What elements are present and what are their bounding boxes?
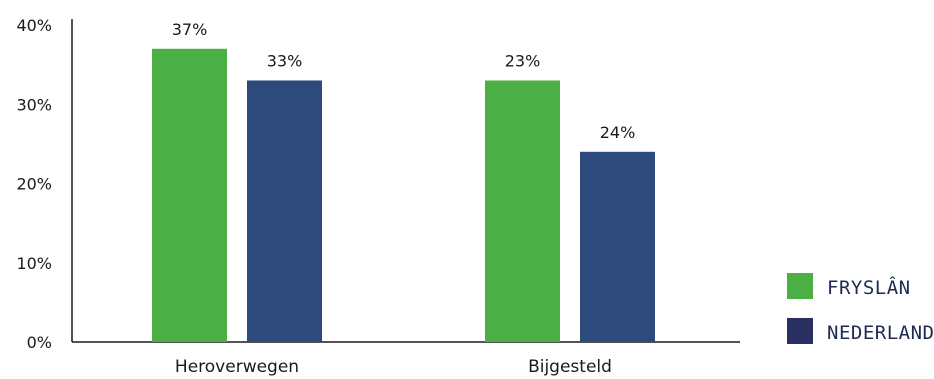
y-axis: 0% 10% 20% 30% 40% — [16, 16, 73, 352]
category-label: Bijgesteld — [528, 357, 612, 377]
data-label: 33% — [267, 51, 303, 70]
data-label: 23% — [505, 51, 541, 70]
legend-label: FRYSLÂN — [827, 276, 911, 299]
y-tick-label: 0% — [27, 333, 52, 352]
data-label: 37% — [172, 20, 208, 39]
bars: 37% 33% 23% 24% — [152, 20, 655, 343]
bar — [580, 151, 655, 342]
bar — [247, 80, 322, 342]
legend: FRYSLÂN NEDERLAND — [787, 273, 934, 344]
y-tick-label: 30% — [16, 95, 52, 114]
bar — [152, 48, 227, 343]
y-tick-label: 10% — [16, 254, 52, 273]
legend-label: NEDERLAND — [827, 322, 934, 344]
category-label: Heroverwegen — [175, 357, 299, 377]
y-tick-label: 20% — [16, 175, 52, 194]
y-tick-label: 40% — [16, 16, 52, 35]
legend-swatch — [787, 318, 813, 344]
data-label: 24% — [600, 123, 636, 142]
legend-swatch — [787, 273, 813, 299]
x-axis: Heroverwegen Bijgesteld — [72, 341, 740, 377]
bar — [485, 80, 560, 342]
